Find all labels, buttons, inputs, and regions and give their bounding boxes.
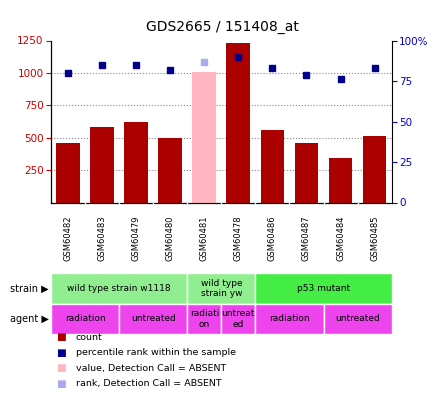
- Bar: [255, 273, 392, 304]
- Bar: [324, 304, 392, 334]
- Text: agent ▶: agent ▶: [10, 314, 49, 324]
- Text: count: count: [76, 333, 102, 342]
- Bar: [187, 304, 222, 334]
- Text: GSM60484: GSM60484: [336, 215, 345, 261]
- Text: GSM60486: GSM60486: [268, 215, 277, 261]
- Text: ■: ■: [56, 348, 65, 358]
- Text: GSM60478: GSM60478: [234, 215, 243, 261]
- Bar: [227, 43, 251, 202]
- Text: ■: ■: [56, 333, 65, 342]
- Text: strain ▶: strain ▶: [10, 284, 49, 294]
- Text: untreated: untreated: [131, 314, 176, 324]
- Bar: [255, 304, 324, 334]
- Text: radiati
on: radiati on: [190, 309, 219, 328]
- Text: ■: ■: [56, 363, 65, 373]
- Bar: [295, 143, 319, 202]
- Bar: [119, 304, 187, 334]
- Text: untreated: untreated: [335, 314, 380, 324]
- Text: value, Detection Call = ABSENT: value, Detection Call = ABSENT: [76, 364, 226, 373]
- Text: untreat
ed: untreat ed: [222, 309, 255, 328]
- Bar: [328, 158, 352, 202]
- Text: GSM60487: GSM60487: [302, 215, 311, 261]
- Bar: [222, 304, 255, 334]
- Bar: [260, 130, 284, 202]
- Text: wild type
strain yw: wild type strain yw: [201, 279, 242, 298]
- Bar: [51, 273, 187, 304]
- Text: GSM60485: GSM60485: [370, 215, 379, 261]
- Text: GDS2665 / 151408_at: GDS2665 / 151408_at: [146, 20, 299, 34]
- Text: GSM60481: GSM60481: [200, 215, 209, 261]
- Text: GSM60482: GSM60482: [64, 215, 73, 261]
- Bar: [192, 72, 216, 202]
- Text: rank, Detection Call = ABSENT: rank, Detection Call = ABSENT: [76, 379, 221, 388]
- Bar: [90, 127, 114, 202]
- Text: radiation: radiation: [65, 314, 105, 324]
- Text: radiation: radiation: [269, 314, 310, 324]
- Bar: [51, 304, 119, 334]
- Text: p53 mutant: p53 mutant: [297, 284, 350, 293]
- Bar: [363, 136, 387, 202]
- Bar: [158, 138, 182, 202]
- Text: ■: ■: [56, 379, 65, 388]
- Text: GSM60483: GSM60483: [98, 215, 107, 261]
- Bar: [124, 122, 148, 202]
- Text: GSM60480: GSM60480: [166, 215, 175, 261]
- Text: GSM60479: GSM60479: [132, 215, 141, 261]
- Text: wild type strain w1118: wild type strain w1118: [68, 284, 171, 293]
- Text: percentile rank within the sample: percentile rank within the sample: [76, 348, 236, 357]
- Bar: [187, 273, 255, 304]
- Bar: [56, 143, 80, 202]
